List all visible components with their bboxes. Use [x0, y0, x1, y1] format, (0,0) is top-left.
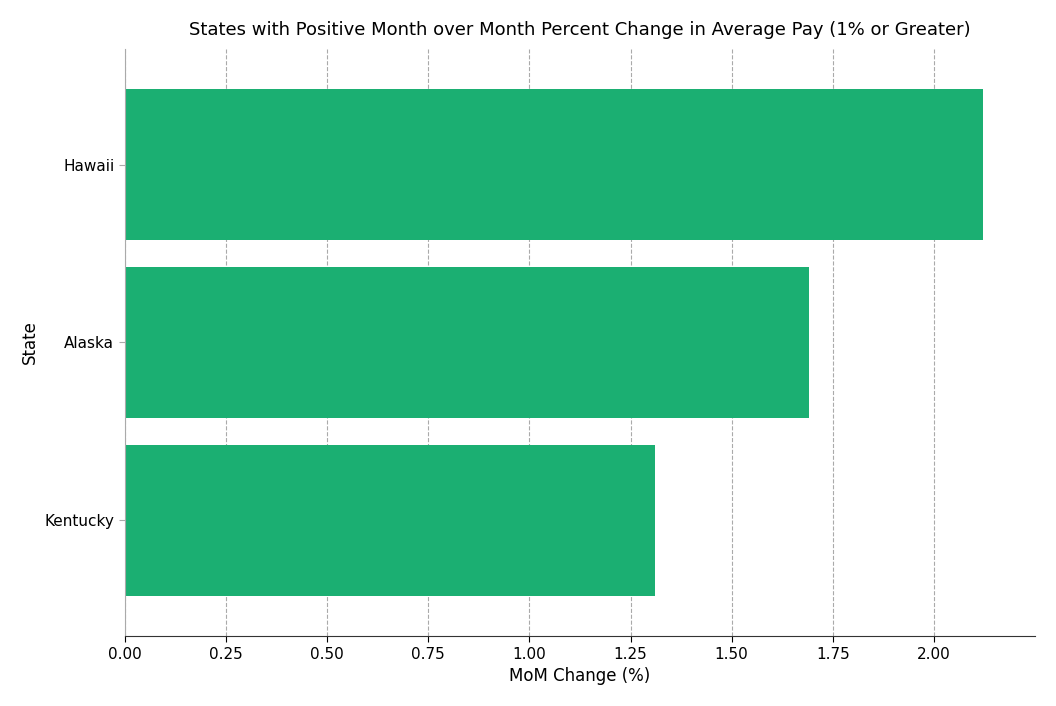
Title: States with Positive Month over Month Percent Change in Average Pay (1% or Great: States with Positive Month over Month Pe… [189, 21, 970, 39]
X-axis label: MoM Change (%): MoM Change (%) [509, 667, 650, 685]
Bar [125, 267, 809, 418]
Bar [125, 89, 982, 240]
Y-axis label: State: State [21, 321, 39, 364]
Bar [125, 445, 655, 596]
